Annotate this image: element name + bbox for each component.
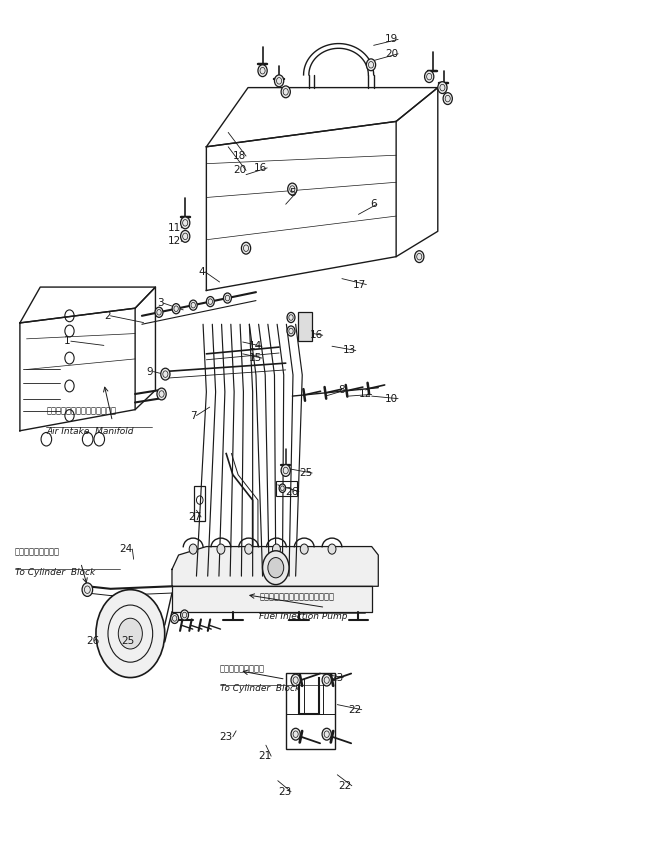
Circle shape	[82, 583, 93, 596]
Circle shape	[118, 618, 142, 649]
Circle shape	[367, 59, 376, 70]
Circle shape	[96, 589, 165, 678]
Circle shape	[181, 217, 190, 229]
Circle shape	[262, 551, 289, 584]
Text: 26: 26	[86, 636, 100, 646]
Text: 16: 16	[254, 163, 267, 173]
Text: 21: 21	[258, 751, 271, 762]
Circle shape	[287, 312, 295, 322]
Circle shape	[172, 304, 180, 314]
Circle shape	[291, 674, 300, 686]
Text: To Cylinder  Block: To Cylinder Block	[15, 567, 95, 577]
Circle shape	[291, 728, 300, 740]
Text: 2: 2	[104, 311, 110, 321]
Circle shape	[189, 300, 197, 310]
Text: 23: 23	[330, 672, 343, 683]
Circle shape	[438, 81, 447, 93]
Text: 13: 13	[343, 345, 356, 355]
Circle shape	[157, 388, 166, 400]
Bar	[276, 481, 297, 496]
Text: To Cylinder  Block: To Cylinder Block	[220, 684, 300, 694]
Text: Air Intake  Manifold: Air Intake Manifold	[46, 427, 134, 436]
Text: 10: 10	[385, 393, 398, 404]
Circle shape	[281, 465, 290, 477]
Text: 22: 22	[339, 781, 352, 790]
Text: 23: 23	[278, 787, 291, 796]
Circle shape	[245, 544, 253, 554]
Circle shape	[281, 86, 290, 98]
Text: 12: 12	[359, 389, 372, 399]
Text: 26: 26	[286, 487, 299, 497]
Text: エアーインテークマニホールド: エアーインテークマニホールド	[46, 406, 116, 416]
Text: 9: 9	[147, 366, 153, 377]
Circle shape	[300, 544, 308, 554]
Text: 3: 3	[157, 298, 163, 308]
Circle shape	[181, 610, 189, 620]
Circle shape	[242, 243, 251, 254]
Circle shape	[155, 307, 163, 317]
Bar	[297, 311, 312, 341]
Bar	[286, 673, 335, 750]
Polygon shape	[172, 547, 378, 586]
Circle shape	[288, 183, 297, 195]
Text: シリンダブロックへ: シリンダブロックへ	[15, 548, 60, 556]
Polygon shape	[172, 586, 372, 611]
Text: 23: 23	[220, 732, 233, 742]
Text: 24: 24	[119, 544, 132, 554]
Circle shape	[328, 544, 336, 554]
Text: 20: 20	[385, 49, 398, 59]
Circle shape	[217, 544, 225, 554]
Text: 16: 16	[309, 330, 323, 340]
Circle shape	[424, 70, 434, 82]
Text: 12: 12	[168, 237, 181, 247]
Text: 6: 6	[371, 199, 377, 209]
Text: 25: 25	[122, 636, 135, 646]
Text: 14: 14	[249, 341, 262, 351]
Circle shape	[274, 75, 284, 86]
Circle shape	[268, 557, 284, 577]
Circle shape	[224, 293, 232, 303]
Text: 22: 22	[349, 705, 362, 715]
Text: 20: 20	[233, 165, 246, 176]
Text: 5: 5	[289, 188, 295, 198]
Text: 18: 18	[233, 151, 246, 161]
Circle shape	[443, 92, 452, 104]
Circle shape	[279, 484, 286, 493]
Circle shape	[272, 544, 280, 554]
Circle shape	[322, 728, 331, 740]
Text: 17: 17	[353, 280, 367, 289]
Circle shape	[287, 326, 295, 336]
Circle shape	[181, 231, 190, 243]
Text: Fuel Injection Pump: Fuel Injection Pump	[259, 612, 348, 622]
Circle shape	[207, 297, 214, 307]
Text: 8: 8	[339, 385, 345, 395]
Text: シリンダブロックへ: シリンダブロックへ	[220, 664, 264, 673]
Circle shape	[189, 544, 197, 554]
Circle shape	[414, 251, 424, 263]
Circle shape	[258, 64, 267, 76]
Circle shape	[171, 613, 179, 623]
Text: 11: 11	[168, 223, 181, 233]
Text: 25: 25	[299, 468, 312, 478]
Text: 7: 7	[190, 410, 197, 421]
Bar	[195, 486, 205, 522]
Text: 15: 15	[249, 353, 262, 363]
Circle shape	[161, 368, 170, 380]
Text: 27: 27	[188, 512, 201, 522]
Text: 4: 4	[199, 267, 205, 276]
Text: 1: 1	[64, 336, 71, 346]
Circle shape	[322, 674, 331, 686]
Text: フェエルインジェクションポンプ: フェエルインジェクションポンプ	[259, 593, 334, 601]
Text: 19: 19	[385, 35, 398, 44]
